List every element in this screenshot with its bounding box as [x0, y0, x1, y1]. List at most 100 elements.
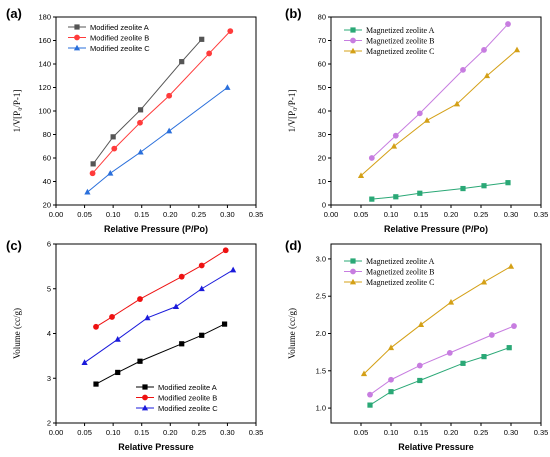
- legend-label: Magnetized zeolite C: [366, 47, 434, 56]
- data-point: [107, 169, 114, 176]
- data-point: [178, 273, 185, 280]
- y-tick-label: 5: [47, 284, 51, 293]
- x-tick-label: 0.25: [474, 428, 489, 437]
- data-point: [111, 145, 118, 152]
- x-tick-label: 0.00: [49, 428, 64, 437]
- data-point: [144, 314, 151, 321]
- legend-label: Magnetized zeolite B: [366, 267, 434, 276]
- data-point: [417, 190, 423, 196]
- y-tick-label: 2: [47, 419, 51, 428]
- data-point: [417, 321, 425, 327]
- data-point: [221, 321, 228, 327]
- panel-label: (b): [285, 6, 302, 21]
- data-point: [390, 142, 398, 149]
- y-tick-label: 3.0: [316, 254, 326, 263]
- series-2: [89, 28, 234, 177]
- data-point: [447, 298, 455, 305]
- data-point: [481, 183, 487, 189]
- data-point: [137, 119, 143, 126]
- x-tick-label: 0.35: [534, 428, 549, 437]
- data-point: [198, 285, 205, 292]
- x-tick-label: 0.30: [504, 428, 519, 437]
- data-point: [179, 341, 185, 347]
- plot-frame: [55, 243, 257, 424]
- y-tick-label: 0: [322, 201, 326, 210]
- data-point: [417, 377, 423, 384]
- x-tick-label: 0.30: [220, 210, 235, 219]
- y-tick-label: 40: [318, 107, 326, 116]
- data-point: [423, 117, 431, 123]
- y-axis-title: Volume (cc/g): [12, 308, 22, 359]
- series-1: [369, 180, 511, 202]
- series-line: [369, 325, 515, 396]
- x-tick-label: 0.05: [354, 428, 369, 437]
- data-point: [392, 132, 399, 139]
- data-point: [460, 66, 466, 73]
- panel-c: 0.00 0.05 0.10 0.15 0.20 0.25 0.30 0.35 2 3 4 5 6 Rel…: [6, 238, 263, 452]
- x-tick-label: 0.00: [49, 210, 64, 219]
- data-point: [84, 188, 91, 195]
- panel-label: (a): [6, 6, 22, 21]
- legend-marker: [350, 258, 356, 264]
- data-point: [90, 161, 96, 167]
- y-tick-label: 60: [43, 154, 51, 163]
- panel-label: (d): [285, 238, 302, 253]
- series-line: [95, 249, 226, 328]
- x-tick-label: 0.05: [354, 210, 369, 219]
- y-tick-label: 140: [38, 60, 51, 69]
- data-point: [199, 36, 205, 42]
- data-point: [511, 323, 517, 329]
- data-point: [230, 266, 237, 273]
- data-point: [179, 59, 185, 65]
- data-point: [89, 170, 96, 177]
- data-point: [110, 134, 116, 140]
- series-3: [81, 266, 237, 365]
- plot-frame: [330, 243, 542, 424]
- y-tick-label: 80: [318, 13, 326, 22]
- data-point: [387, 344, 395, 351]
- x-tick-label: 0.35: [249, 428, 264, 437]
- series-line: [369, 347, 510, 406]
- legend-marker: [73, 44, 81, 51]
- data-point: [137, 296, 143, 302]
- legend-label: Magnetized zeolite A: [366, 26, 435, 35]
- data-point: [505, 21, 511, 27]
- data-point: [114, 336, 121, 342]
- plot-frame: [55, 16, 257, 206]
- data-point: [388, 376, 394, 383]
- y-tick-label: 4: [47, 329, 51, 338]
- data-point: [368, 155, 375, 161]
- legend-marker: [349, 47, 357, 54]
- y-tick-label: 60: [318, 60, 326, 69]
- x-tick-label: 0.20: [444, 210, 459, 219]
- series-1: [90, 36, 205, 167]
- x-tick-label: 0.25: [192, 428, 207, 437]
- y-tick-label: 160: [38, 36, 51, 45]
- data-point: [483, 72, 491, 79]
- y-tick-label: 20: [318, 154, 326, 163]
- data-point: [166, 92, 173, 99]
- y-tick-label: 3: [47, 374, 51, 383]
- x-tick-label: 0.25: [192, 210, 207, 219]
- legend-marker: [74, 34, 80, 41]
- panel-label: (c): [6, 238, 22, 253]
- legend-label: Modified zeolite B: [158, 393, 217, 402]
- series-2: [367, 323, 517, 398]
- legend-marker: [142, 384, 148, 390]
- data-point: [109, 314, 115, 320]
- x-tick-label: 0.20: [163, 210, 178, 219]
- x-tick-label: 0.30: [504, 210, 519, 219]
- x-tick-label: 0.15: [414, 210, 429, 219]
- series-3: [360, 263, 515, 377]
- series-line: [92, 38, 203, 165]
- x-tick-label: 0.15: [134, 428, 149, 437]
- series-2: [93, 247, 229, 330]
- y-tick-label: 70: [318, 36, 326, 45]
- y-axis-title: 1/V[P₀/P-1]: [12, 90, 22, 133]
- data-point: [199, 332, 205, 338]
- data-point: [460, 185, 466, 192]
- data-point: [513, 46, 521, 53]
- data-point: [506, 345, 512, 351]
